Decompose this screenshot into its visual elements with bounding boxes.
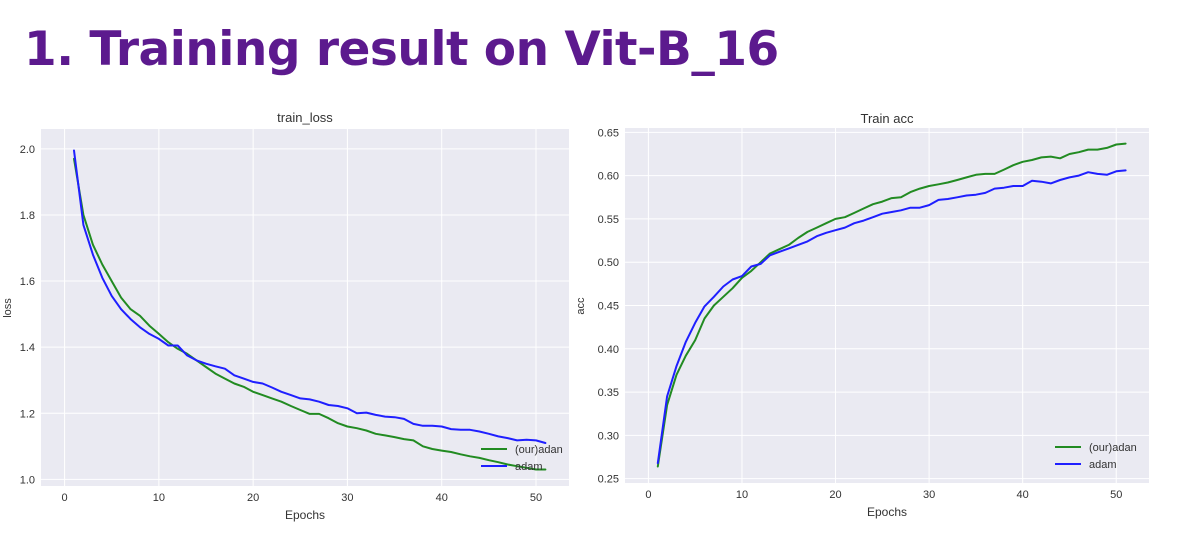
- y-tick-label: 0.65: [598, 127, 619, 139]
- y-tick-label: 1.8: [20, 210, 35, 222]
- series-lines: [656, 142, 1127, 468]
- series-lines: [73, 149, 547, 471]
- y-tick-label: 0.50: [598, 257, 619, 269]
- y-tick-label: 1.0: [20, 474, 35, 486]
- grid-lines: [41, 129, 569, 486]
- series-line-adam: [73, 149, 547, 444]
- x-tick-label: 50: [1110, 489, 1122, 501]
- legend: (our)adan adam: [481, 444, 563, 473]
- y-axis-label: loss: [2, 298, 14, 318]
- y-tick-label: 1.4: [20, 342, 35, 354]
- y-tick-label: 0.45: [598, 301, 619, 313]
- y-axis-label: acc: [575, 297, 587, 315]
- y-tick-label: 1.6: [20, 276, 35, 288]
- x-tick-label: 40: [1017, 489, 1029, 501]
- y-tick-label: 0.25: [598, 474, 619, 486]
- x-tick-label: 30: [923, 489, 935, 501]
- x-tick-label: 10: [153, 492, 165, 504]
- y-tick-label: 0.35: [598, 387, 619, 399]
- legend-label-adan: (our)adan: [515, 444, 563, 456]
- legend-label-adam: adam: [1089, 459, 1117, 471]
- x-tick-label: 50: [530, 492, 542, 504]
- series-line-adan: [73, 157, 547, 471]
- x-tick-label: 20: [247, 492, 259, 504]
- x-tick-label: 0: [645, 489, 651, 501]
- train-acc-chart: 0 10 20 30 40 50 0.25 0.30 0.35 0.40 0.45 0.50 0.55 0…: [575, 111, 1149, 519]
- legend-label-adam: adam: [515, 461, 543, 473]
- chart-title: train_loss: [277, 110, 333, 125]
- y-tick-label: 1.2: [20, 408, 35, 420]
- tick-labels: 0 10 20 30 40 50 1.0 1.2 1.4 1.6 1.8 2.0: [20, 144, 542, 504]
- y-tick-label: 0.30: [598, 430, 619, 442]
- legend-label-adan: (our)adan: [1089, 442, 1137, 454]
- x-tick-label: 10: [736, 489, 748, 501]
- y-tick-label: 0.60: [598, 171, 619, 183]
- tick-labels: 0 10 20 30 40 50 0.25 0.30 0.35 0.40 0.45 0.50 0.55 0…: [598, 127, 1123, 501]
- series-line-adan: [656, 142, 1127, 468]
- series-line-adam: [656, 169, 1127, 465]
- x-tick-label: 30: [341, 492, 353, 504]
- y-tick-label: 0.40: [598, 344, 619, 356]
- page-title: 1. Training result on Vit-B_16: [24, 22, 779, 77]
- grid-lines: [625, 128, 1149, 483]
- x-axis-label: Epochs: [867, 505, 907, 519]
- x-tick-label: 40: [436, 492, 448, 504]
- y-tick-label: 0.55: [598, 214, 619, 226]
- legend: (our)adan adam: [1055, 442, 1137, 471]
- x-tick-label: 0: [62, 492, 68, 504]
- chart-title: Train acc: [861, 111, 914, 126]
- x-axis-label: Epochs: [285, 508, 325, 522]
- y-tick-label: 2.0: [20, 144, 35, 156]
- x-tick-label: 20: [829, 489, 841, 501]
- train-loss-chart: 0 10 20 30 40 50 1.0 1.2 1.4 1.6 1.8 2.0 train_loss…: [2, 110, 569, 522]
